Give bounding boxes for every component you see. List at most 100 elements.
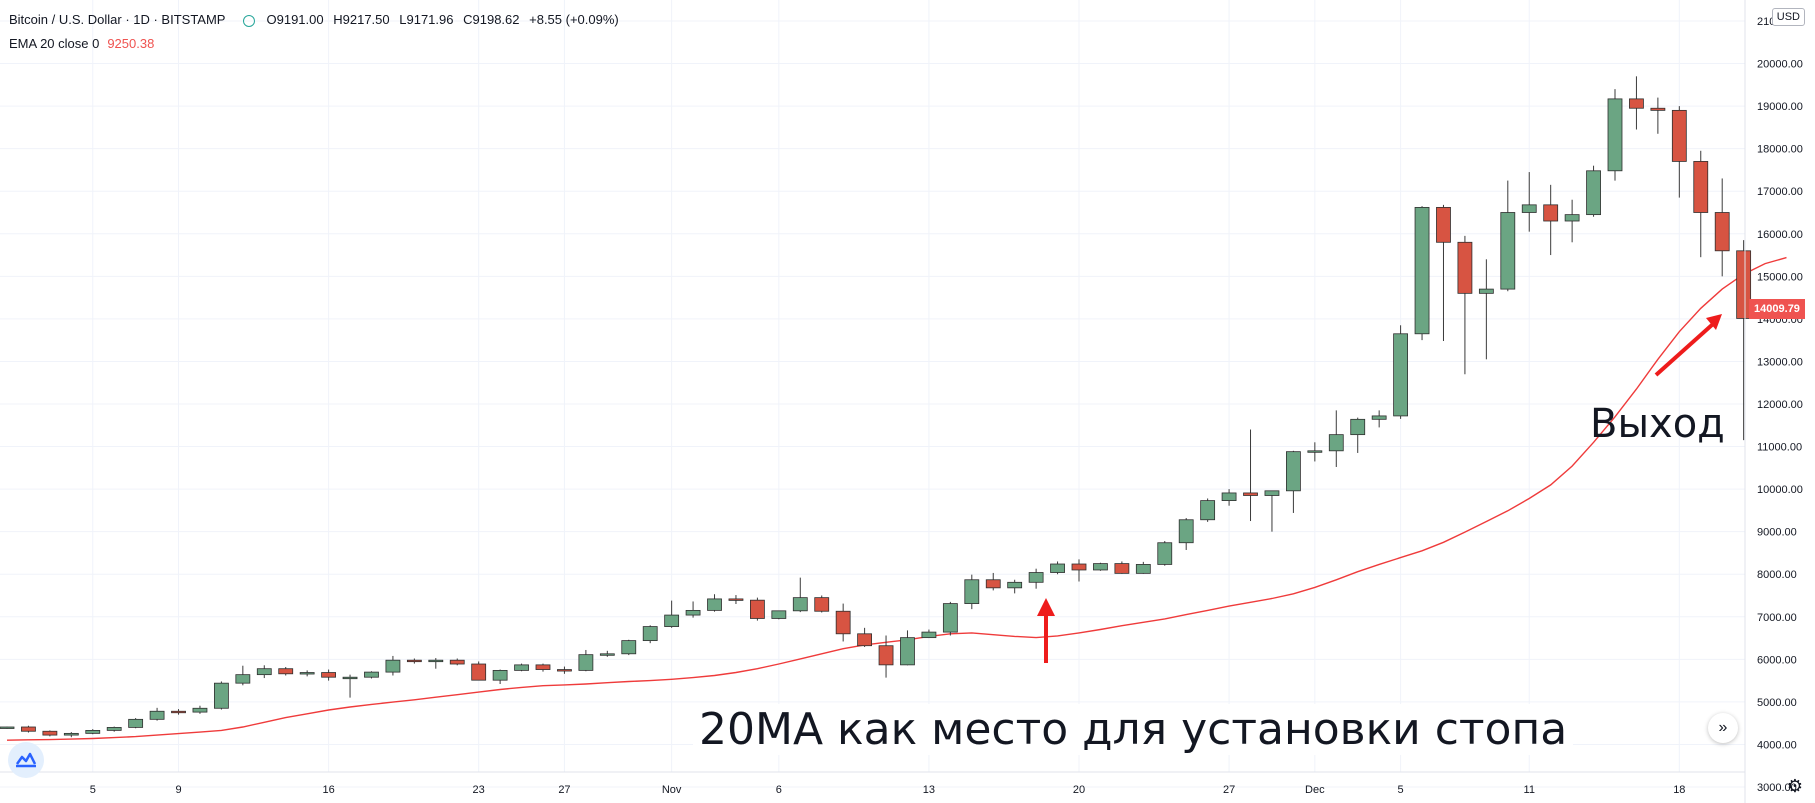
y-tick-label: 18000.00 [1757, 144, 1803, 156]
candle [1543, 184, 1559, 256]
settings-gear-icon[interactable]: ⚙ [1786, 776, 1803, 796]
candle-body [814, 597, 830, 612]
candle [514, 663, 529, 672]
candle [1607, 89, 1623, 181]
currency-badge[interactable]: USD [1771, 8, 1805, 26]
candle [1478, 259, 1494, 360]
candle-body [728, 598, 744, 601]
candle-body [1264, 490, 1280, 496]
candle-body [63, 732, 79, 736]
candle-body [1093, 563, 1108, 571]
candle [85, 729, 101, 735]
candle [1500, 180, 1516, 292]
x-tick-label: 11 [1524, 784, 1535, 796]
candle [1007, 579, 1023, 594]
candle-body [1221, 492, 1237, 502]
candle-body [1157, 542, 1173, 565]
candle-body [1650, 107, 1666, 111]
candle [213, 681, 229, 710]
candle-body [85, 730, 101, 734]
low-label: L [399, 12, 407, 27]
candle-body [1736, 250, 1752, 319]
candle-body [1543, 204, 1559, 222]
candle [599, 650, 615, 657]
candle-body [213, 682, 229, 709]
candle [235, 665, 251, 686]
candle-body [792, 597, 808, 612]
y-tick-label: 7000.00 [1757, 612, 1797, 624]
price-axis: 3000.00 4000.00 5000.00 6000.00 7000.00 8000.… [1744, 0, 1803, 803]
exit-annotation-text: Выход [1590, 401, 1725, 447]
candle-body [1350, 418, 1366, 436]
close-label: C [463, 12, 473, 27]
y-tick-label: 16000.00 [1757, 229, 1803, 241]
candle [385, 655, 401, 676]
candle-body [771, 610, 787, 619]
y-tick-label: 13000.00 [1757, 356, 1803, 368]
candle [942, 601, 958, 636]
candle [1414, 206, 1430, 341]
candle [428, 658, 444, 669]
candle [449, 658, 465, 666]
candle [128, 718, 144, 729]
candle [1157, 541, 1173, 566]
candle-body [1693, 161, 1709, 213]
candle [557, 666, 572, 674]
candle-body [1500, 212, 1516, 290]
candle-body [1671, 109, 1687, 162]
candle-body [1521, 204, 1537, 213]
candle-body [1457, 241, 1473, 294]
x-tick-label: Dec [1305, 784, 1325, 796]
candle [1328, 410, 1344, 467]
candle-body [1436, 206, 1451, 243]
candle-body [1114, 563, 1130, 574]
x-tick-label: 18 [1673, 784, 1685, 796]
candle-body [707, 598, 722, 611]
candle-body [557, 669, 572, 672]
x-tick-label: 16 [322, 784, 334, 796]
ema20-layer [6, 256, 1787, 741]
candle-body [1414, 206, 1430, 335]
open-label: O [266, 12, 277, 27]
tradingview-logo-icon[interactable] [8, 742, 44, 778]
candle [664, 600, 680, 628]
candle [900, 630, 915, 666]
candle [1050, 561, 1065, 575]
y-tick-label: 10000.00 [1757, 484, 1803, 496]
candle-body [321, 672, 337, 678]
x-tick-label: Nov [662, 784, 682, 796]
candle [1071, 559, 1087, 582]
candle [1671, 106, 1687, 198]
candle [106, 726, 122, 732]
candle [471, 661, 487, 681]
candle-body [471, 663, 487, 681]
candle-body [1307, 450, 1323, 453]
candle-body [985, 579, 1001, 589]
candle-body [192, 707, 208, 713]
candle-body [1243, 492, 1258, 496]
candle-body [449, 659, 465, 665]
candle [1135, 561, 1151, 574]
candle-body [535, 664, 551, 670]
candle-body [385, 659, 401, 673]
scroll-right-icon[interactable]: » [1708, 713, 1738, 743]
candle-body [235, 674, 251, 684]
candle [1736, 240, 1752, 441]
x-tick-label: 13 [923, 784, 935, 796]
candle-body [299, 672, 315, 675]
legend-ema-row[interactable]: EMA 20 close 0 9250.38 [9, 32, 625, 56]
candle-body [256, 668, 272, 676]
candle [771, 610, 787, 620]
candle [1028, 568, 1044, 589]
candle [1714, 178, 1730, 277]
x-tick-label: 5 [90, 784, 96, 796]
y-tick-label: 12000.00 [1757, 399, 1803, 411]
candle [1093, 562, 1108, 571]
candle-body [278, 668, 294, 675]
candle [192, 705, 208, 714]
candle [0, 726, 15, 729]
y-tick-label: 11000.00 [1757, 442, 1802, 454]
candle [1286, 450, 1301, 513]
candle [642, 625, 658, 644]
